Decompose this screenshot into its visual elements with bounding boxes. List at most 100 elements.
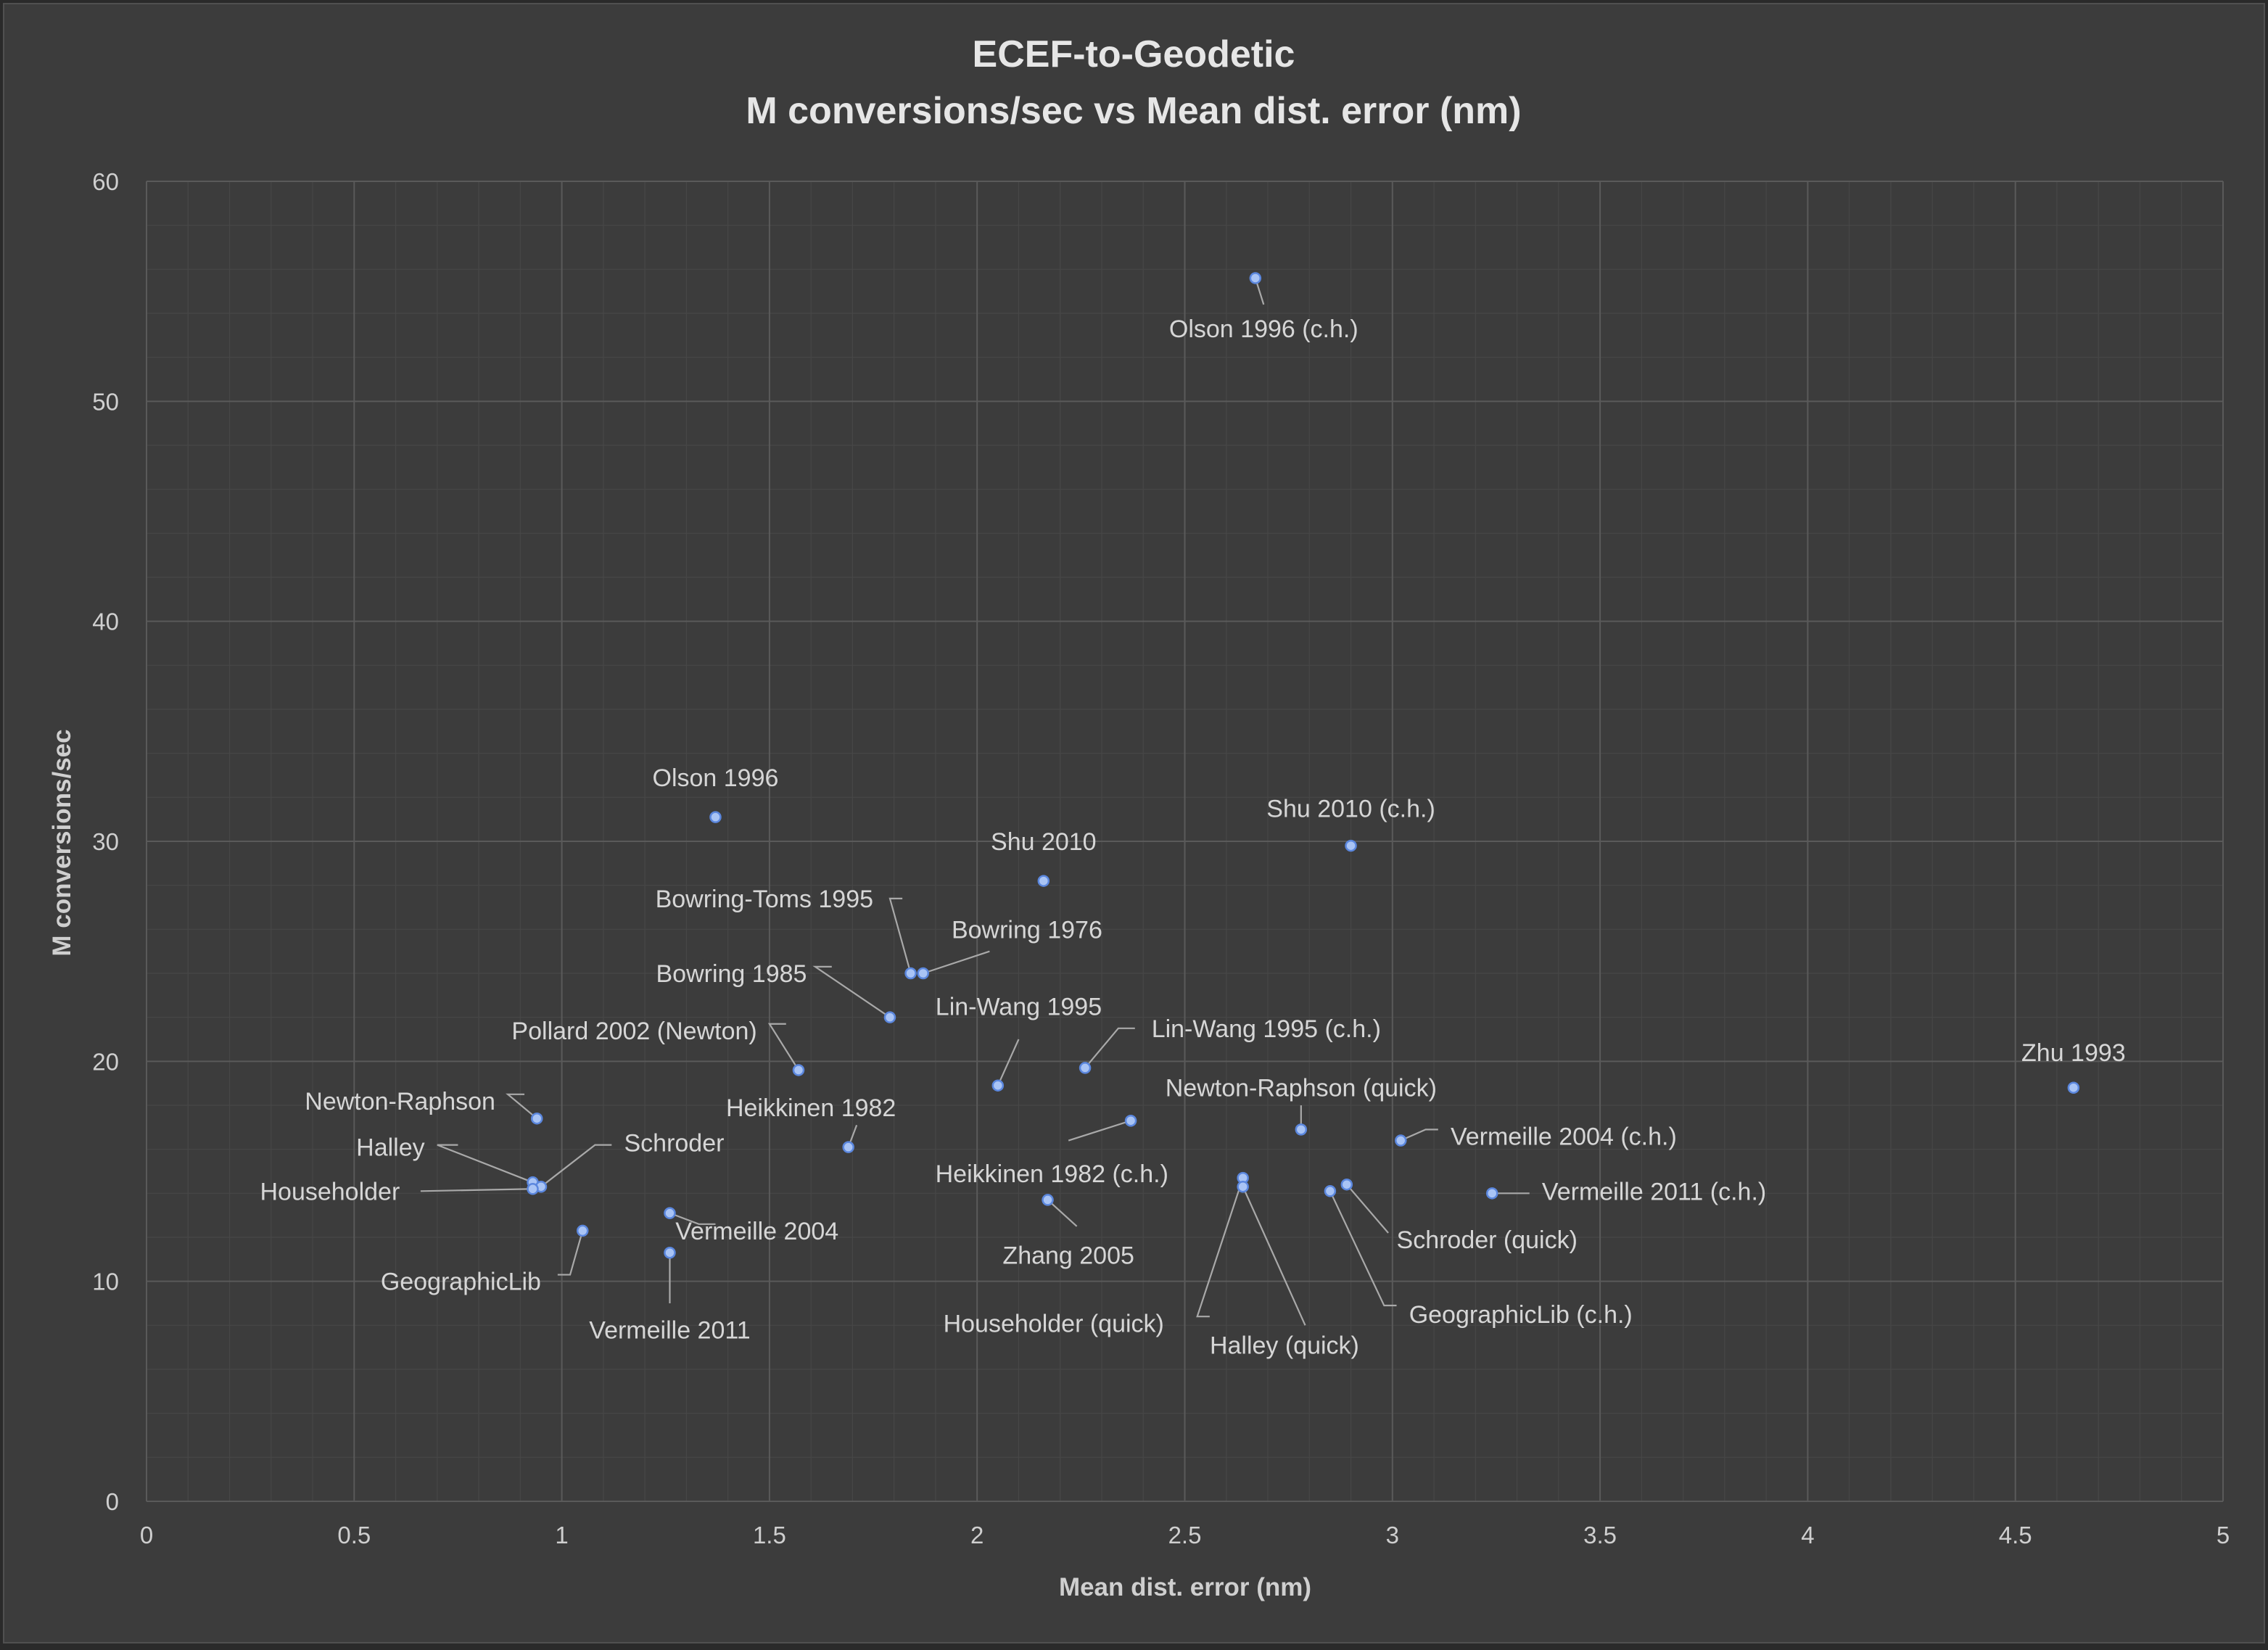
leader-line — [420, 1188, 533, 1192]
data-point — [527, 1183, 539, 1195]
x-axis-title: Mean dist. error (nm) — [1059, 1573, 1311, 1601]
leader-line — [1329, 1190, 1397, 1307]
leader-line — [888, 897, 912, 974]
y-axis-title: M conversions/sec — [48, 729, 76, 956]
data-point — [917, 967, 930, 980]
leader-line — [997, 1039, 1020, 1086]
data-point — [2067, 1081, 2080, 1094]
leader-line — [1400, 1129, 1438, 1142]
leader-line — [506, 1093, 537, 1120]
data-point — [1295, 1123, 1308, 1136]
y-tick-label: 20 — [92, 1048, 119, 1075]
data-label: Heikkinen 1982 — [726, 1094, 896, 1122]
data-label: Vermeille 2011 (c.h.) — [1542, 1178, 1766, 1205]
data-point — [576, 1224, 589, 1237]
data-point — [883, 1011, 896, 1023]
data-label: Halley (quick) — [1210, 1332, 1359, 1360]
data-point — [1340, 1178, 1353, 1191]
data-label: Lin-Wang 1995 (c.h.) — [1152, 1015, 1381, 1043]
leader-line — [1068, 1120, 1131, 1142]
x-tick-label: 0.5 — [337, 1522, 371, 1548]
data-label: Shu 2010 — [991, 828, 1097, 856]
data-label: Vermeille 2004 (c.h.) — [1451, 1123, 1677, 1150]
data-point — [1237, 1180, 1249, 1193]
data-point — [1324, 1185, 1337, 1197]
data-point — [664, 1207, 676, 1219]
chart-background — [3, 3, 2265, 1643]
x-tick-label: 3.5 — [1583, 1522, 1617, 1548]
x-tick-label: 2 — [970, 1522, 984, 1548]
data-point — [1249, 272, 1262, 284]
data-label: Shu 2010 (c.h.) — [1266, 796, 1435, 823]
leader-line — [1345, 1184, 1389, 1234]
data-label: Newton-Raphson (quick) — [1166, 1075, 1437, 1102]
chart-title: ECEF-to-Geodetic — [973, 33, 1295, 75]
leader-line — [1047, 1199, 1078, 1227]
leader-line — [1084, 1027, 1135, 1069]
leader-line — [540, 1144, 612, 1188]
data-label: Vermeille 2011 — [589, 1316, 750, 1344]
data-label: Heikkinen 1982 (c.h.) — [936, 1160, 1168, 1188]
data-label: Schroder — [624, 1130, 724, 1158]
data-label: Newton-Raphson — [305, 1088, 495, 1115]
data-labels: Olson 1996 (c.h.) Olson 1996 Shu 2010 (c.h… — [260, 315, 2125, 1359]
y-tick-label: 50 — [92, 388, 119, 415]
data-point — [1395, 1134, 1407, 1147]
data-point — [792, 1064, 805, 1076]
x-tick-label: 1 — [555, 1522, 568, 1548]
leader-line — [669, 1212, 716, 1225]
x-axis-ticks: 0 0.5 1 1.5 2 2.5 3 3.5 4 4.5 5 — [140, 1522, 2230, 1548]
y-tick-label: 60 — [92, 168, 119, 195]
x-tick-label: 4.5 — [1999, 1522, 2032, 1548]
leader-line — [557, 1230, 584, 1276]
data-point — [1485, 1187, 1498, 1200]
y-tick-label: 40 — [92, 609, 119, 635]
data-point — [664, 1246, 676, 1259]
data-label: Olson 1996 — [653, 764, 779, 792]
data-label: Vermeille 2004 — [675, 1218, 838, 1245]
data-point — [1079, 1062, 1092, 1074]
leader-lines — [420, 278, 1530, 1326]
data-label: Schroder (quick) — [1397, 1226, 1578, 1254]
data-label: Householder (quick) — [944, 1310, 1164, 1337]
x-tick-label: 0 — [140, 1522, 153, 1548]
data-point — [991, 1079, 1005, 1092]
x-tick-label: 1.5 — [753, 1522, 786, 1548]
data-label: Zhu 1993 — [2021, 1039, 2126, 1067]
data-label: Householder — [260, 1178, 400, 1205]
data-label: GeographicLib — [381, 1269, 541, 1296]
leader-line — [1242, 1186, 1306, 1326]
data-label: Zhang 2005 — [1002, 1242, 1134, 1269]
data-point — [1037, 875, 1050, 887]
data-label: Bowring 1976 — [952, 916, 1102, 944]
data-label: Olson 1996 (c.h.) — [1169, 315, 1358, 343]
data-label: Pollard 2002 (Newton) — [511, 1018, 756, 1045]
y-axis-ticks: 0 10 20 30 40 50 60 — [92, 168, 119, 1515]
data-label: GeographicLib (c.h.) — [1409, 1301, 1633, 1329]
data-point — [530, 1112, 543, 1125]
data-label: Lin-Wang 1995 — [936, 994, 1102, 1021]
leader-line — [1196, 1177, 1244, 1318]
data-points — [527, 272, 2080, 1259]
leader-line — [767, 1023, 799, 1071]
grid — [146, 181, 2224, 1502]
data-label: Bowring 1985 — [656, 960, 807, 988]
leader-line — [812, 965, 891, 1018]
data-point — [1124, 1114, 1137, 1127]
x-tick-label: 2.5 — [1168, 1522, 1202, 1548]
data-label: Halley — [356, 1134, 424, 1162]
data-point — [842, 1141, 854, 1153]
data-point — [904, 967, 917, 980]
y-tick-label: 10 — [92, 1269, 119, 1295]
x-tick-label: 3 — [1386, 1522, 1399, 1548]
data-label: Bowring-Toms 1995 — [656, 886, 873, 913]
leader-line — [923, 950, 990, 975]
x-tick-label: 4 — [1801, 1522, 1814, 1548]
data-point — [1345, 839, 1357, 852]
x-tick-label: 5 — [2217, 1522, 2230, 1548]
y-tick-label: 0 — [106, 1488, 119, 1515]
chart-subtitle: M conversions/sec vs Mean dist. error (n… — [746, 90, 1521, 132]
leader-line — [437, 1144, 533, 1184]
